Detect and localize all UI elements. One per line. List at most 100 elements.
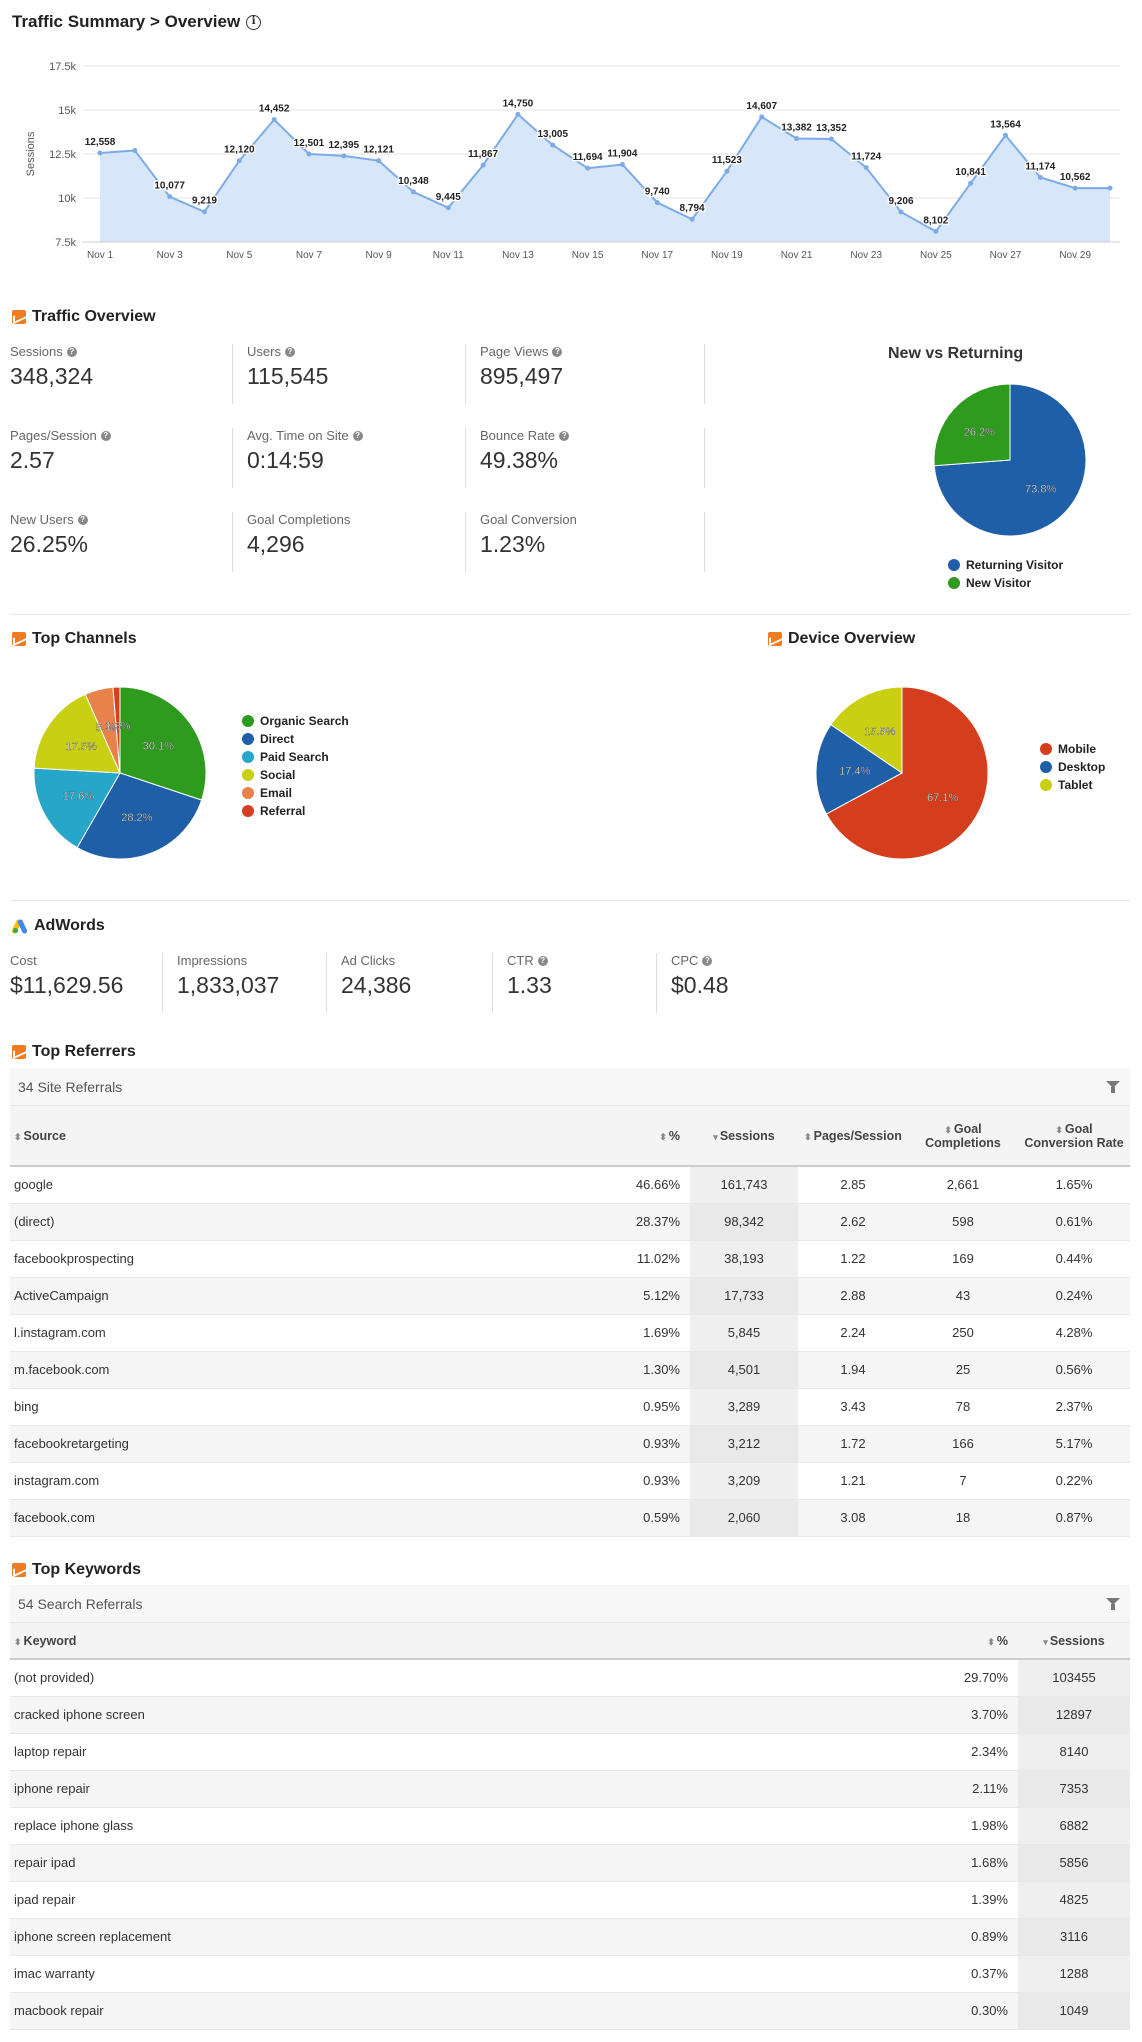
- help-icon[interactable]: ?: [352, 430, 363, 441]
- table-row[interactable]: facebookretargeting 0.93% 3,212 1.72 166 5.17…: [10, 1425, 1130, 1463]
- help-icon[interactable]: ?: [537, 955, 548, 966]
- data-label: 13,005: [537, 129, 568, 140]
- legend-item[interactable]: Social: [242, 766, 349, 784]
- legend-swatch: [242, 733, 254, 745]
- help-icon[interactable]: ?: [284, 346, 295, 357]
- table-row[interactable]: facebookprospecting 11.02% 38,193 1.22 169 0.…: [10, 1240, 1130, 1278]
- table-row[interactable]: macbook repair 0.30% 1049: [10, 1992, 1130, 2030]
- data-point[interactable]: [654, 200, 660, 206]
- legend-item[interactable]: New Visitor: [948, 574, 1063, 592]
- column-header-percent[interactable]: ⬍%: [890, 1623, 1018, 1660]
- data-point[interactable]: [619, 161, 625, 167]
- column-header-pages-session[interactable]: ⬍ Pages/Session: [798, 1106, 908, 1167]
- table-row[interactable]: iphone screen replacement 0.89% 3116: [10, 1918, 1130, 1956]
- table-cell: cracked iphone screen: [10, 1696, 890, 1734]
- pie-slice[interactable]: [815, 723, 903, 815]
- table-row[interactable]: laptop repair 2.34% 8140: [10, 1733, 1130, 1771]
- pie-slice[interactable]: [825, 686, 989, 860]
- table-row[interactable]: iphone repair 2.11% 7353: [10, 1770, 1130, 1808]
- data-point[interactable]: [1107, 185, 1113, 191]
- data-point[interactable]: [794, 135, 800, 141]
- data-point[interactable]: [167, 194, 173, 200]
- table-row[interactable]: ActiveCampaign 5.12% 17,733 2.88 43 0.24%: [10, 1277, 1130, 1315]
- data-point[interactable]: [724, 168, 730, 174]
- table-row[interactable]: facebook.com 0.59% 2,060 3.08 18 0.87%: [10, 1499, 1130, 1537]
- help-icon[interactable]: ?: [77, 514, 88, 525]
- data-point[interactable]: [863, 165, 869, 171]
- table-row[interactable]: imac warranty 0.37% 1288: [10, 1955, 1130, 1993]
- data-point[interactable]: [550, 142, 556, 148]
- pie-slice[interactable]: [112, 686, 121, 774]
- data-point[interactable]: [1072, 185, 1078, 191]
- referrers-table-panel: 34 Site Referrals ⬍ Source ⬍% ▾ Sessions ⬍…: [10, 1068, 1130, 1537]
- table-row[interactable]: m.facebook.com 1.30% 4,501 1.94 25 0.56%: [10, 1351, 1130, 1389]
- pie-slice[interactable]: [76, 772, 203, 860]
- legend-item[interactable]: Referral: [242, 802, 349, 820]
- filter-icon[interactable]: [1106, 1080, 1120, 1094]
- help-icon[interactable]: ?: [702, 955, 713, 966]
- data-point[interactable]: [236, 158, 242, 164]
- data-point[interactable]: [933, 228, 939, 234]
- help-icon[interactable]: ?: [559, 430, 570, 441]
- data-point[interactable]: [306, 151, 312, 157]
- column-header-sessions[interactable]: ▾ Sessions: [1018, 1623, 1130, 1660]
- data-point[interactable]: [410, 189, 416, 195]
- pie-slice[interactable]: [33, 767, 121, 849]
- table-row[interactable]: bing 0.95% 3,289 3.43 78 2.37%: [10, 1388, 1130, 1426]
- pie-slice[interactable]: [933, 383, 1011, 467]
- table-row[interactable]: repair ipad 1.68% 5856: [10, 1844, 1130, 1882]
- legend-label: Social: [260, 768, 296, 782]
- column-header-source[interactable]: ⬍ Source: [10, 1106, 510, 1167]
- data-point[interactable]: [480, 162, 486, 168]
- column-header-percent[interactable]: ⬍%: [510, 1106, 690, 1167]
- data-point[interactable]: [376, 158, 382, 164]
- metric-value: 895,497: [480, 363, 564, 389]
- legend-item[interactable]: Mobile: [1040, 740, 1105, 758]
- data-point[interactable]: [271, 117, 277, 123]
- data-point[interactable]: [1003, 132, 1009, 138]
- help-icon[interactable]: ?: [100, 430, 111, 441]
- data-point[interactable]: [968, 180, 974, 186]
- table-row[interactable]: instagram.com 0.93% 3,209 1.21 7 0.22%: [10, 1462, 1130, 1500]
- table-row[interactable]: (not provided) 29.70% 103455: [10, 1659, 1130, 1697]
- filter-icon[interactable]: [1106, 1597, 1120, 1611]
- column-header-keyword[interactable]: ⬍ Keyword: [10, 1623, 890, 1660]
- table-row[interactable]: ipad repair 1.39% 4825: [10, 1881, 1130, 1919]
- table-row[interactable]: (direct) 28.37% 98,342 2.62 598 0.61%: [10, 1203, 1130, 1241]
- table-row[interactable]: replace iphone glass 1.98% 6882: [10, 1807, 1130, 1845]
- column-header-goal-conversion-rate[interactable]: ⬍ Goal Conversion Rate: [1018, 1106, 1130, 1167]
- data-point[interactable]: [515, 111, 521, 117]
- data-point[interactable]: [1037, 174, 1043, 180]
- help-icon[interactable]: ?: [552, 346, 563, 357]
- pie-slice[interactable]: [830, 686, 903, 774]
- data-point[interactable]: [828, 136, 834, 142]
- data-point[interactable]: [97, 150, 103, 156]
- legend-item[interactable]: Returning Visitor: [948, 556, 1063, 574]
- x-tick-label: Nov 9: [366, 250, 393, 261]
- data-point[interactable]: [445, 205, 451, 211]
- legend-item[interactable]: Tablet: [1040, 776, 1105, 794]
- table-row[interactable]: l.instagram.com 1.69% 5,845 2.24 250 4.28%: [10, 1314, 1130, 1352]
- pie-slice[interactable]: [33, 693, 121, 774]
- pie-slice[interactable]: [119, 686, 207, 801]
- legend-item[interactable]: Direct: [242, 730, 349, 748]
- data-point[interactable]: [689, 216, 695, 222]
- data-point[interactable]: [201, 209, 207, 215]
- table-row[interactable]: cracked iphone screen 3.70% 12897: [10, 1696, 1130, 1734]
- column-header-goal-completions[interactable]: ⬍ Goal Completions: [908, 1106, 1018, 1167]
- x-tick-label: Nov 3: [157, 250, 184, 261]
- legend-item[interactable]: Paid Search: [242, 748, 349, 766]
- data-point[interactable]: [898, 209, 904, 215]
- data-point[interactable]: [585, 165, 591, 171]
- data-point[interactable]: [132, 147, 138, 153]
- column-header-sessions[interactable]: ▾ Sessions: [690, 1106, 798, 1167]
- legend-swatch: [242, 751, 254, 763]
- legend-item[interactable]: Organic Search: [242, 712, 349, 730]
- info-icon[interactable]: i: [246, 14, 262, 30]
- table-row[interactable]: google 46.66% 161,743 2.85 2,661 1.65%: [10, 1166, 1130, 1204]
- legend-item[interactable]: Desktop: [1040, 758, 1105, 776]
- legend-item[interactable]: Email: [242, 784, 349, 802]
- data-point[interactable]: [341, 153, 347, 159]
- data-point[interactable]: [759, 114, 765, 120]
- help-icon[interactable]: ?: [66, 346, 77, 357]
